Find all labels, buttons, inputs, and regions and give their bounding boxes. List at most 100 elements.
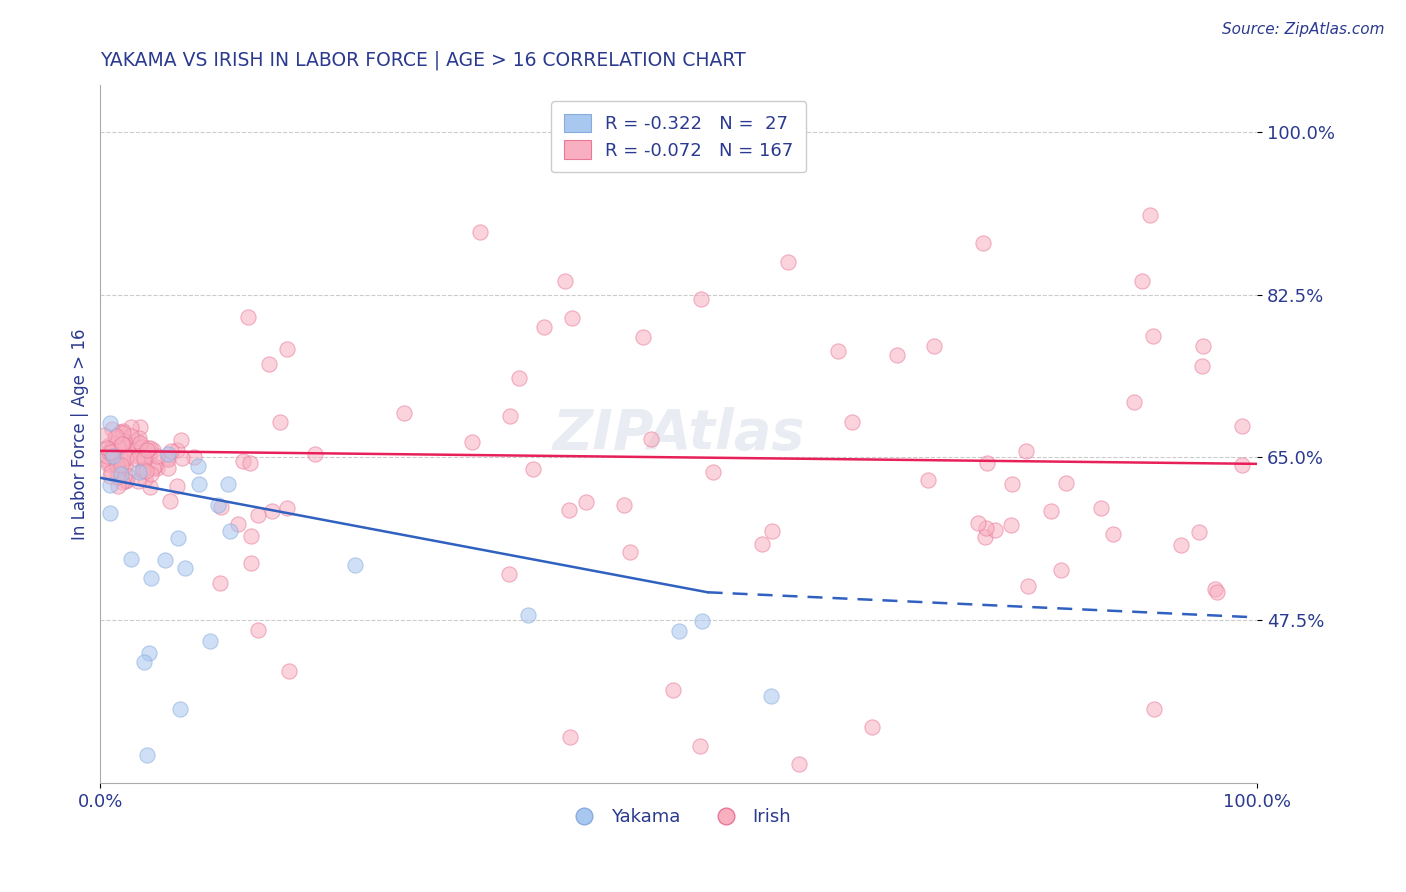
Point (166, 479, 188, 493)
Point (108, 425, 131, 439)
Point (139, 571, 162, 585)
Point (115, 475, 138, 489)
Point (522, 462, 544, 476)
Point (277, 665, 299, 679)
Point (967, 516, 990, 530)
Point (93, 452, 115, 467)
Point (139, 467, 162, 481)
Point (127, 450, 149, 464)
Point (159, 443, 181, 458)
Point (120, 552, 142, 566)
Point (107, 463, 129, 477)
Point (107, 458, 129, 472)
Point (239, 456, 262, 470)
Point (100, 465, 122, 479)
Point (114, 451, 136, 466)
Point (112, 461, 135, 475)
Point (98, 438, 121, 452)
Point (131, 464, 153, 478)
Point (269, 415, 291, 429)
Point (114, 458, 136, 473)
Point (105, 458, 128, 472)
Point (108, 449, 131, 463)
Point (157, 461, 180, 475)
Point (98, 457, 121, 471)
Point (217, 477, 239, 491)
Point (787, 757, 810, 772)
Text: ZIPAtlas: ZIPAtlas (553, 407, 804, 461)
Point (127, 474, 149, 488)
Point (128, 465, 150, 479)
Point (1130, 274, 1153, 288)
Point (533, 320, 555, 334)
Point (120, 428, 142, 442)
Point (135, 748, 157, 763)
Point (110, 458, 132, 472)
Point (276, 501, 298, 516)
Point (304, 447, 326, 461)
Point (209, 500, 232, 514)
Point (132, 462, 155, 476)
Point (101, 446, 124, 460)
Point (100, 421, 122, 435)
Point (110, 467, 132, 481)
Point (110, 437, 132, 451)
Point (131, 441, 153, 455)
Point (153, 553, 176, 567)
Point (104, 450, 127, 464)
Point (96, 441, 118, 455)
Point (343, 558, 366, 573)
Point (668, 624, 690, 639)
Point (183, 450, 205, 465)
Point (974, 530, 997, 544)
Point (170, 433, 193, 447)
Point (1191, 338, 1213, 352)
Point (98, 506, 121, 520)
Point (613, 499, 636, 513)
Point (98, 468, 121, 483)
Point (1017, 579, 1039, 593)
Point (112, 434, 135, 448)
Point (886, 348, 908, 362)
Point (640, 433, 662, 447)
Point (121, 443, 143, 458)
Point (751, 537, 773, 551)
Point (470, 225, 492, 239)
Point (112, 425, 135, 440)
Point (139, 441, 162, 455)
Point (972, 236, 994, 251)
Point (554, 274, 576, 288)
Point (508, 371, 530, 385)
Point (976, 456, 998, 470)
Point (558, 730, 581, 744)
Point (146, 450, 169, 464)
Point (702, 465, 724, 479)
Point (117, 447, 139, 461)
Point (247, 508, 270, 523)
Point (111, 424, 134, 438)
Point (156, 450, 179, 465)
Point (1191, 359, 1213, 374)
Point (236, 310, 259, 324)
Point (561, 310, 583, 325)
Point (1040, 503, 1063, 517)
Point (104, 429, 127, 443)
Point (101, 450, 124, 464)
Point (461, 434, 484, 449)
Point (558, 503, 581, 517)
Point (132, 463, 155, 477)
Point (517, 607, 540, 622)
Point (125, 437, 148, 451)
Point (107, 465, 129, 479)
Point (1139, 208, 1161, 222)
Point (135, 464, 157, 478)
Point (104, 431, 127, 445)
Point (778, 255, 800, 269)
Point (392, 406, 415, 420)
Point (259, 357, 281, 371)
Point (1015, 444, 1038, 458)
Point (619, 544, 641, 558)
Point (761, 524, 783, 539)
Point (138, 448, 160, 462)
Point (134, 451, 156, 466)
